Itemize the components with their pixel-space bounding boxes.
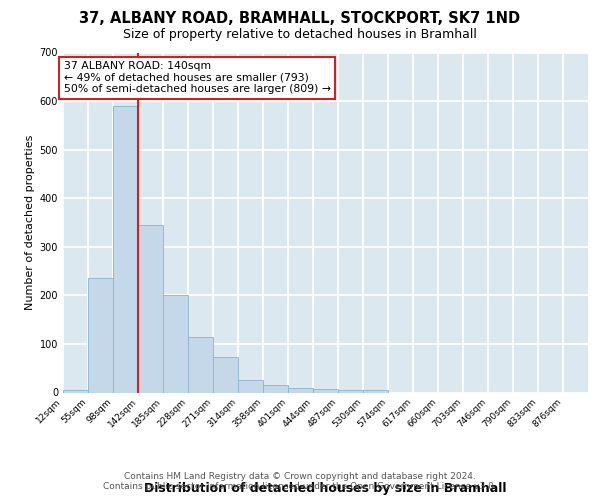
Bar [363, 390, 388, 392]
Text: 37 ALBANY ROAD: 140sqm
← 49% of detached houses are smaller (793)
50% of semi-de: 37 ALBANY ROAD: 140sqm ← 49% of detached… [64, 61, 331, 94]
Bar [338, 390, 363, 392]
Text: Contains public sector information licensed under the Open Government Licence v3: Contains public sector information licen… [103, 482, 497, 491]
X-axis label: Distribution of detached houses by size in Bramhall: Distribution of detached houses by size … [144, 482, 507, 495]
Bar [238, 380, 263, 392]
Bar [88, 278, 113, 392]
Bar [163, 296, 188, 392]
Text: Size of property relative to detached houses in Bramhall: Size of property relative to detached ho… [123, 28, 477, 41]
Text: Contains HM Land Registry data © Crown copyright and database right 2024.: Contains HM Land Registry data © Crown c… [124, 472, 476, 481]
Bar [213, 357, 238, 392]
Text: 37, ALBANY ROAD, BRAMHALL, STOCKPORT, SK7 1ND: 37, ALBANY ROAD, BRAMHALL, STOCKPORT, SK… [79, 11, 521, 26]
Bar [263, 385, 288, 392]
Bar [288, 388, 313, 392]
Bar [113, 106, 137, 393]
Bar [313, 388, 338, 392]
Bar [138, 225, 163, 392]
Bar [188, 336, 213, 392]
Bar [63, 390, 88, 392]
Y-axis label: Number of detached properties: Number of detached properties [25, 135, 35, 310]
